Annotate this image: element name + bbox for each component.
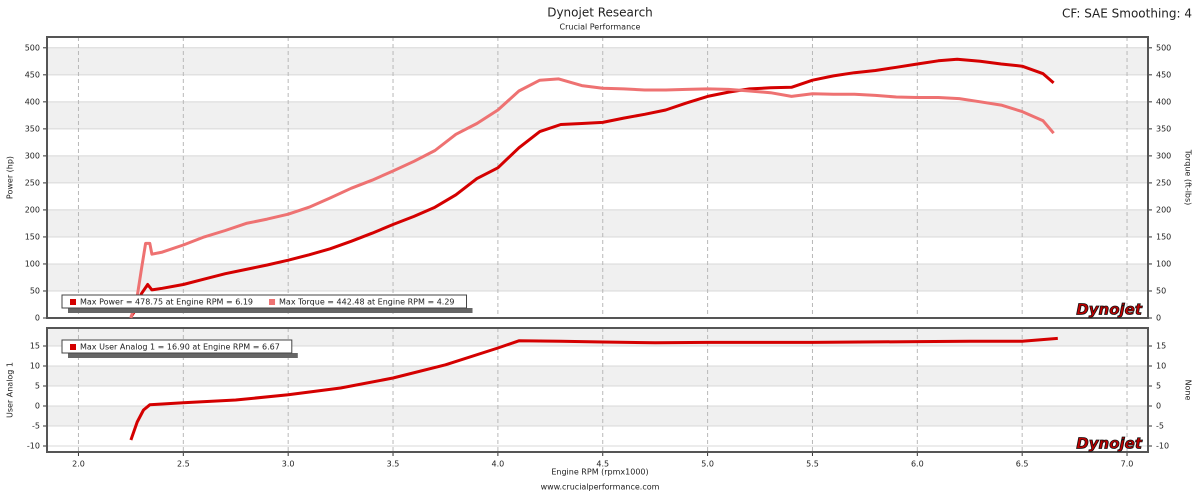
x-tick-label: 7.0 — [1121, 460, 1134, 469]
x-tick-label: 6.0 — [911, 460, 924, 469]
legend-swatch — [70, 344, 76, 350]
y-tick-label: 50 — [30, 286, 40, 295]
grid-band — [47, 209, 1148, 237]
y2-tick-label: 150 — [1156, 232, 1171, 241]
x-tick-label: 3.0 — [282, 460, 295, 469]
corner-note: CF: SAE Smoothing: 4 — [1062, 7, 1192, 21]
y2-tick-label: 400 — [1156, 97, 1171, 106]
chart-subtitle: Crucial Performance — [560, 23, 641, 32]
y2-tick-label: 500 — [1156, 43, 1171, 52]
legend-swatch — [269, 299, 276, 305]
y2-tick-label: 15 — [1156, 342, 1166, 351]
x-axis-label: Engine RPM (rpmx1000) — [551, 468, 648, 477]
data-line — [129, 57, 1055, 318]
legend-box — [61, 294, 468, 309]
y-tick-label: 5 — [35, 382, 40, 391]
y-axis-label: User Analog 1 — [6, 362, 15, 418]
legend: Max User Analog 1 = 16.90 at Engine RPM … — [61, 339, 298, 358]
grid-band — [47, 155, 1148, 183]
plot-frame — [46, 36, 1149, 319]
y-tick-label: 150 — [25, 232, 40, 241]
data-line — [129, 77, 1055, 319]
x-tick-label: 2.5 — [177, 460, 190, 469]
x-tick-label: 4.5 — [596, 460, 609, 469]
y-tick-label: 250 — [25, 178, 40, 187]
y-tick-label: 0 — [35, 402, 40, 411]
y2-tick-label: 10 — [1156, 362, 1166, 371]
y-tick-label: 10 — [30, 362, 40, 371]
legend-shadow — [68, 353, 298, 358]
y2-tick-label: 250 — [1156, 178, 1171, 187]
y2-axis-label: None — [1184, 380, 1193, 401]
legend-label: Max Power = 478.75 at Engine RPM = 6.19 — [80, 298, 253, 307]
y2-tick-label: -10 — [1156, 442, 1169, 451]
y2-tick-label: 450 — [1156, 70, 1171, 79]
footer: www.crucialperformance.com — [541, 483, 660, 492]
y2-tick-label: 300 — [1156, 151, 1171, 160]
y2-tick-label: 200 — [1156, 205, 1171, 214]
y-tick-label: 0 — [35, 314, 40, 323]
y2-tick-label: -5 — [1156, 422, 1164, 431]
grid-band — [47, 366, 1148, 386]
x-tick-label: 5.0 — [701, 460, 714, 469]
y2-tick-label: 0 — [1156, 314, 1161, 323]
legend-label: Max Torque = 442.48 at Engine RPM = 4.29 — [279, 298, 454, 307]
y-axis-label: Power (hp) — [6, 156, 15, 199]
y-tick-label: -10 — [27, 442, 40, 451]
x-tick-label: 5.5 — [806, 460, 819, 469]
grid-band — [47, 406, 1148, 426]
y2-tick-label: 100 — [1156, 259, 1171, 268]
y2-tick-label: 50 — [1156, 286, 1166, 295]
y-tick-label: -5 — [32, 422, 40, 431]
chart-title: Dynojet Research — [547, 6, 653, 20]
x-tick-label: 6.5 — [1016, 460, 1029, 469]
y-tick-label: 350 — [25, 124, 40, 133]
legend: Max Power = 478.75 at Engine RPM = 6.19 M… — [61, 294, 473, 313]
x-tick-label: 2.0 — [72, 460, 85, 469]
logo: Dynojet — [1076, 301, 1143, 319]
y-tick-label: 500 — [25, 43, 40, 52]
data-line — [129, 336, 1058, 441]
logo: Dynojet — [1076, 435, 1143, 453]
y-tick-label: 450 — [25, 70, 40, 79]
y-tick-label: 300 — [25, 151, 40, 160]
y2-tick-label: 0 — [1156, 402, 1161, 411]
legend-box — [61, 339, 293, 354]
y2-tick-label: 5 — [1156, 382, 1161, 391]
grid-band — [47, 101, 1148, 129]
y-tick-label: 100 — [25, 259, 40, 268]
y2-axis-label: Torque (ft-lbs) — [1184, 149, 1193, 206]
x-tick-label: 3.5 — [387, 460, 400, 469]
y-tick-label: 15 — [30, 342, 40, 351]
y-tick-label: 200 — [25, 205, 40, 214]
legend-shadow — [68, 308, 473, 313]
x-tick-label: 4.0 — [492, 460, 505, 469]
y2-tick-label: 350 — [1156, 124, 1171, 133]
plot-frame — [46, 327, 1149, 453]
y-tick-label: 400 — [25, 97, 40, 106]
legend-label: Max User Analog 1 = 16.90 at Engine RPM … — [80, 343, 280, 352]
grid-band — [47, 263, 1148, 291]
legend-swatch — [70, 299, 76, 305]
